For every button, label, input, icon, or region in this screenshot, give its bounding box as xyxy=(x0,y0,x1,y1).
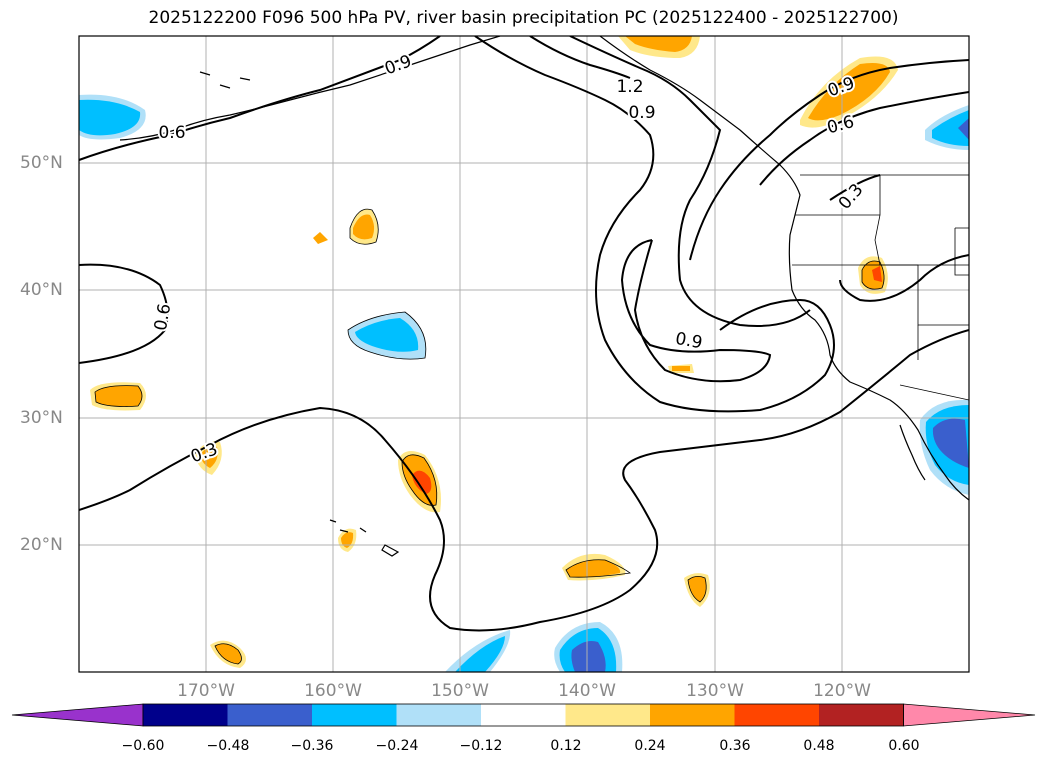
colorbar-tick-label: 0.60 xyxy=(888,738,920,754)
lat-label-40n: 40°N xyxy=(20,280,63,300)
map-title: 2025122200 F096 500 hPa PV, river basin … xyxy=(148,8,899,28)
precip-blob-pos xyxy=(688,576,707,602)
colorbar-segment xyxy=(650,704,735,726)
colorbar-segment xyxy=(481,704,566,726)
precip-blob-pos xyxy=(200,446,218,468)
colorbar-segment xyxy=(565,704,651,726)
colorbar-tick-label: −0.48 xyxy=(206,738,250,754)
lon-label-170w: 170°W xyxy=(177,681,235,701)
colorbar-frame xyxy=(142,703,904,727)
colorbar-tick-label: −0.12 xyxy=(459,738,503,754)
colorbar-extend-min xyxy=(11,703,144,727)
precip-blob-neg xyxy=(571,641,606,672)
lat-label-50n: 50°N xyxy=(20,153,63,173)
colorbar-extend-max xyxy=(903,703,1036,727)
lat-label-20n: 20°N xyxy=(20,535,63,555)
contour-label-layer: 0.6 0.6 0.3 1.2 0.9 0.9 0.9 0.6 0.3 0.9 xyxy=(149,49,870,469)
map-frame xyxy=(78,35,970,673)
pv-contour-line xyxy=(620,239,772,383)
precip-blob-neg xyxy=(932,418,969,468)
colorbar-segment xyxy=(396,704,482,726)
lon-label-150w: 150°W xyxy=(431,681,489,701)
pv-contour-line xyxy=(474,36,835,413)
contour-label: 0.6 xyxy=(158,123,185,143)
precip-blob-neg xyxy=(79,99,141,136)
colorbar-tick-label: 0.24 xyxy=(634,738,666,754)
pv-contour-line xyxy=(829,174,881,201)
colorbar xyxy=(11,703,1036,727)
colorbar-segment xyxy=(734,704,820,726)
colorbar-tick-label: 0.48 xyxy=(803,738,835,754)
precip-blob-pos xyxy=(341,532,354,548)
precip-blob-pos xyxy=(672,366,690,371)
lon-label-160w: 160°W xyxy=(304,681,362,701)
precip-fill-layer xyxy=(79,36,969,672)
precip-blob-pos xyxy=(353,214,375,240)
lon-label-120w: 120°W xyxy=(813,681,871,701)
precip-blob-neg xyxy=(932,110,969,146)
contour-label: 0.9 xyxy=(674,329,704,353)
colorbar-tick-label: −0.36 xyxy=(290,738,334,754)
pv-contour-line xyxy=(759,91,969,186)
colorbar-tick-label: −0.60 xyxy=(121,738,165,754)
colorbar-segment xyxy=(227,704,313,726)
precip-blob-pos xyxy=(808,63,890,121)
precip-blob-neg xyxy=(455,636,505,672)
precip-blob-pos xyxy=(95,385,142,407)
precip-blob-pos xyxy=(872,266,882,282)
pv-contour-line xyxy=(569,36,811,327)
pv-contour-line xyxy=(689,59,969,261)
contour-label: 0.3 xyxy=(835,180,868,214)
precip-blob-neg xyxy=(445,630,511,672)
graticule xyxy=(79,36,969,672)
precip-blob-pos xyxy=(215,643,242,664)
coastlines xyxy=(119,36,969,557)
colorbar-tick-label: 0.36 xyxy=(719,738,751,754)
pv-contour-line xyxy=(79,263,169,364)
contour-label: 0.9 xyxy=(628,103,655,123)
colorbar-tick-label: 0.12 xyxy=(550,738,582,754)
colorbar-segment xyxy=(312,704,397,726)
lon-label-140w: 140°W xyxy=(558,681,616,701)
colorbar-tick-label: −0.24 xyxy=(375,738,419,754)
state-borders xyxy=(792,174,969,401)
colorbar-segment xyxy=(143,704,228,726)
precip-blob-pos xyxy=(566,559,621,578)
lon-label-130w: 130°W xyxy=(686,681,744,701)
precip-blob-neg xyxy=(355,318,419,352)
lat-label-30n: 30°N xyxy=(20,408,63,428)
contour-label: 1.2 xyxy=(616,77,643,97)
precip-blob-neg xyxy=(958,118,969,140)
pv-contour-line xyxy=(79,329,969,632)
pv-contour-line xyxy=(529,36,631,79)
precip-blob-pos xyxy=(412,470,432,494)
precip-blob-pos xyxy=(625,36,692,52)
precip-blob-pos xyxy=(313,232,328,244)
colorbar-segment xyxy=(819,704,904,726)
pv-contour-line xyxy=(839,254,969,302)
contour-label: 0.6 xyxy=(151,302,175,332)
pv-contour-line xyxy=(79,36,441,161)
precip-outlines xyxy=(94,208,885,665)
pv-contours xyxy=(79,36,969,632)
